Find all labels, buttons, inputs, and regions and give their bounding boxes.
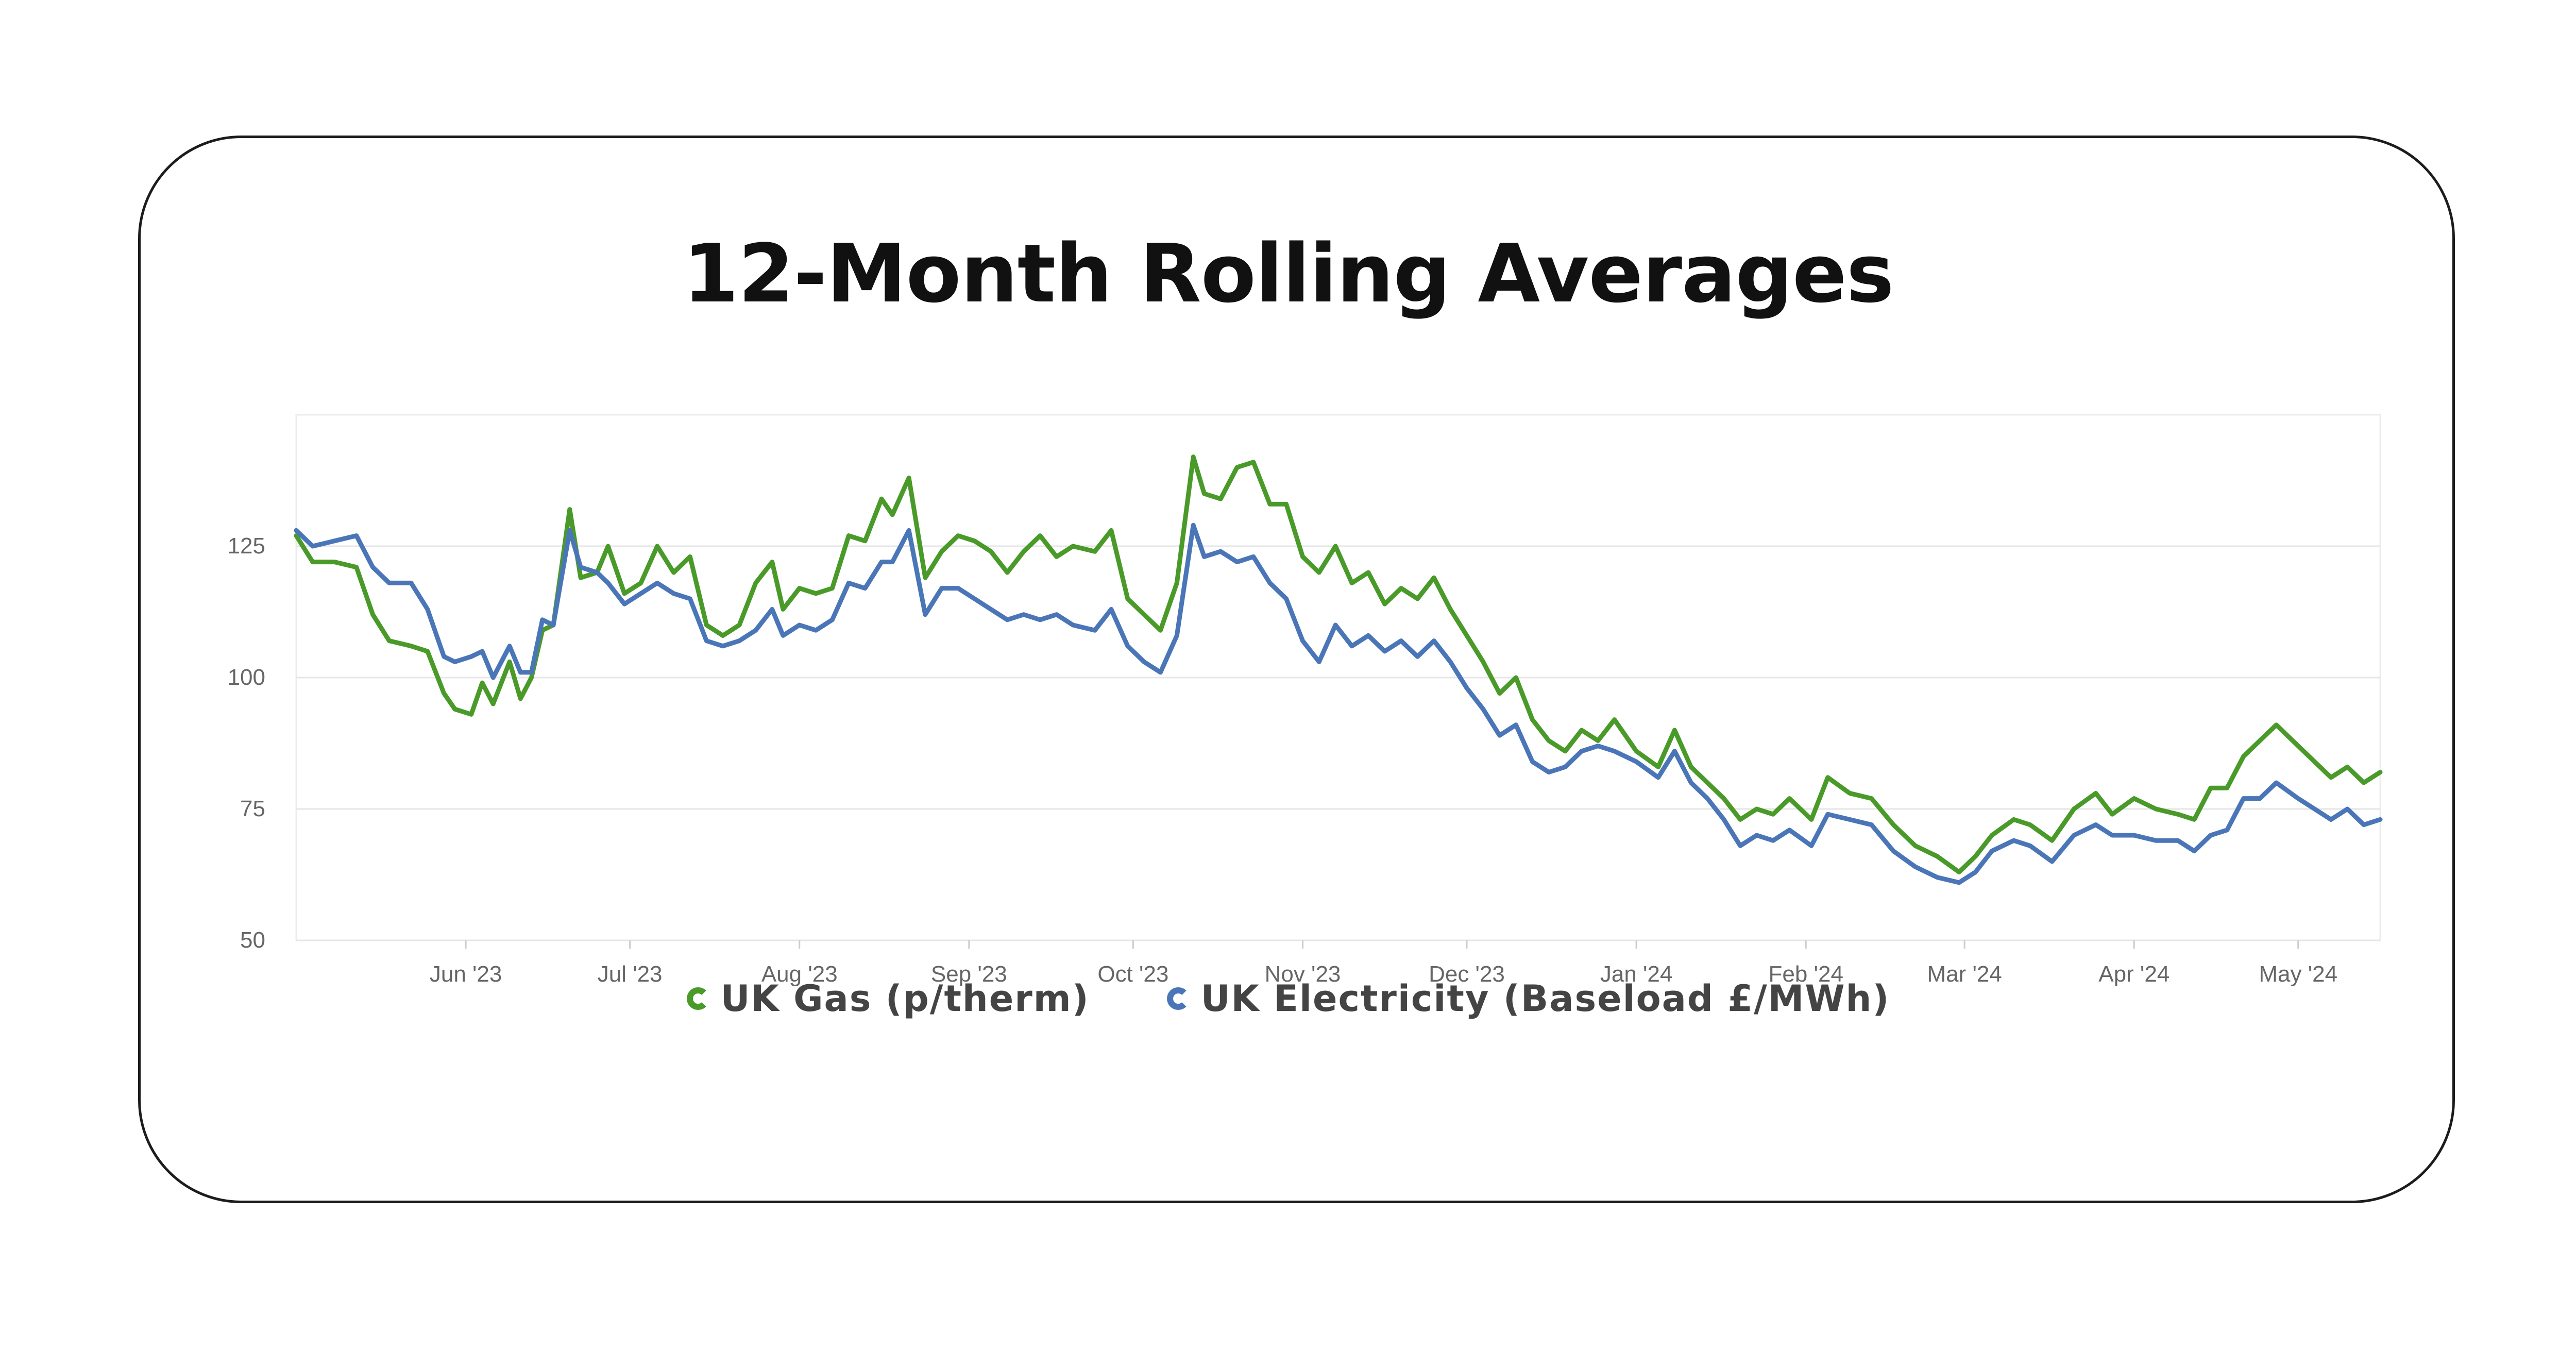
y-tick-label: 50 — [240, 928, 265, 953]
chart-card — [138, 136, 2455, 1203]
legend-item-electricity[interactable]: UK Electricity (Baseload £/MWh) — [1166, 977, 1890, 1020]
x-tick-label: May '24 — [2259, 962, 2337, 987]
chart-legend: UK Gas (p/therm) UK Electricity (Baseloa… — [0, 973, 2576, 1024]
series-line-gas — [294, 454, 2383, 874]
ring-icon — [1166, 987, 1190, 1010]
x-tick-label: Aug '23 — [761, 962, 838, 987]
y-tick-label: 125 — [228, 533, 265, 559]
x-tick-label: Sep '23 — [931, 962, 1007, 987]
y-tick-label: 100 — [228, 665, 265, 690]
x-tick-label: Jun '23 — [430, 962, 502, 987]
chart-title: 12-Month Rolling Averages — [683, 227, 1894, 321]
y-tick-label: 75 — [240, 796, 265, 821]
x-tick-label: Mar '24 — [1927, 962, 2002, 987]
legend-item-gas[interactable]: UK Gas (p/therm) — [686, 977, 1090, 1020]
legend-label: UK Gas (p/therm) — [720, 977, 1090, 1020]
x-tick-label: Jul '23 — [598, 962, 663, 987]
x-tick-label: Apr '24 — [2098, 962, 2170, 987]
x-tick-label: Oct '23 — [1097, 962, 1168, 987]
ring-icon — [686, 987, 709, 1010]
series-line-electricity — [294, 522, 2383, 885]
x-tick-label: Jan '24 — [1600, 962, 1673, 987]
x-tick-label: Dec '23 — [1429, 962, 1505, 987]
legend-label: UK Electricity (Baseload £/MWh) — [1200, 977, 1890, 1020]
x-tick-label: Feb '24 — [1769, 962, 1843, 987]
x-tick-label: Nov '23 — [1265, 962, 1341, 987]
